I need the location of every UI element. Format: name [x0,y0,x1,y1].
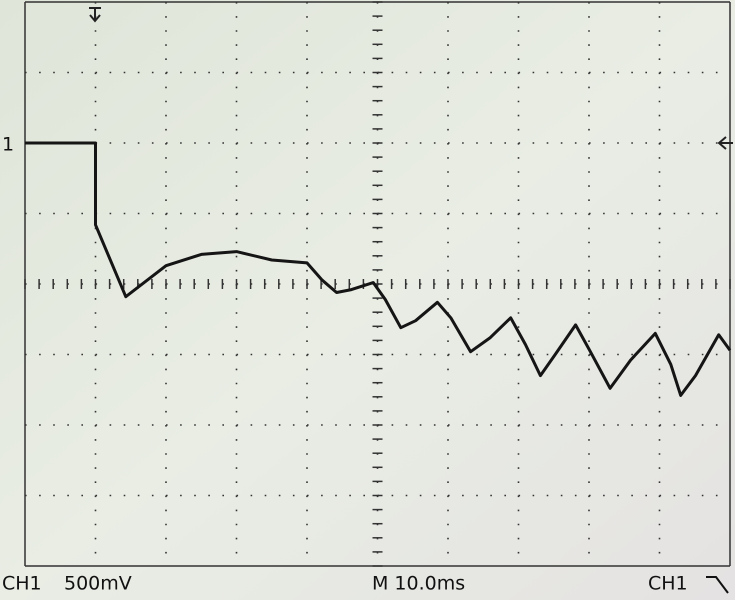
grid [24,1,731,567]
trigger-slope-icon [706,576,729,594]
ground-marker: 1 [2,134,14,156]
trigger-position-marker [89,7,101,23]
channel-label: CH1 [2,573,42,595]
volts-per-div: 500mV [64,573,132,595]
timebase: M 10.0ms [372,573,465,595]
trigger-level-marker [717,136,733,150]
waveform [25,141,732,397]
trigger-source: CH1 [648,573,688,595]
